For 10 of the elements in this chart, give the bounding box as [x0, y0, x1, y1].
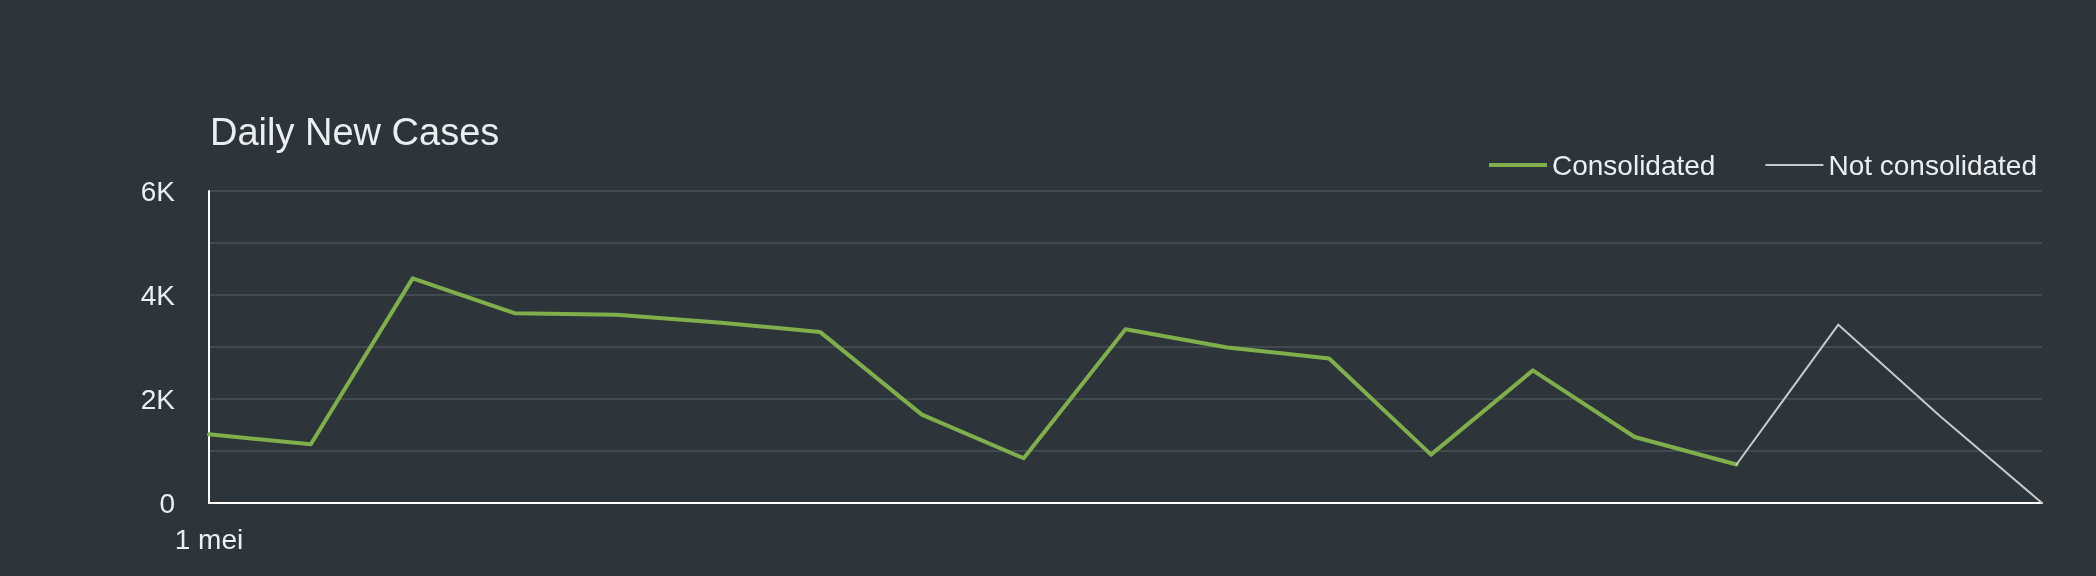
legend-label: Consolidated: [1551, 149, 1716, 181]
y-tick-label: 4K: [140, 279, 176, 311]
y-tick-label: 0: [159, 487, 175, 519]
y-tick-label: 6K: [140, 175, 176, 207]
legend-label: Not consolidated: [1828, 149, 2037, 181]
chart-title: Daily New Cases: [210, 111, 500, 153]
x-tick-label: 1 mei: [174, 523, 244, 555]
y-tick-label: 2K: [140, 383, 176, 415]
line-series: [207, 276, 1739, 467]
line-series: [1735, 323, 2043, 504]
